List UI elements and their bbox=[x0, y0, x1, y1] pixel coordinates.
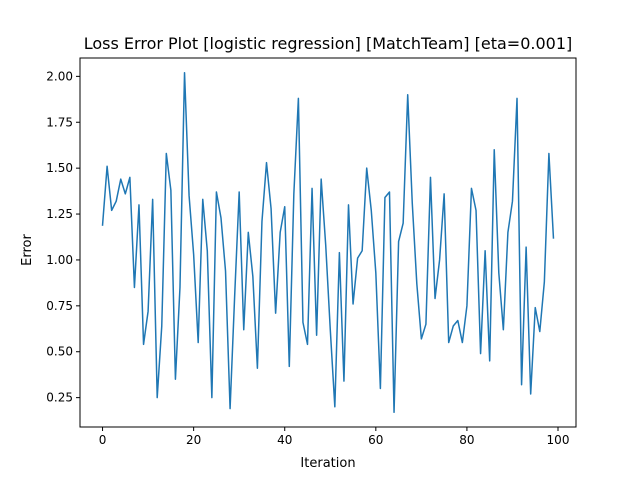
x-tick-label: 40 bbox=[277, 433, 292, 447]
x-tick-label: 0 bbox=[99, 433, 107, 447]
y-tick-label: 1.00 bbox=[46, 253, 73, 267]
y-tick-label: 1.50 bbox=[46, 161, 73, 175]
y-tick-label: 1.25 bbox=[46, 207, 73, 221]
axes-frame bbox=[79, 57, 577, 428]
x-axis-label: Iteration bbox=[300, 456, 355, 471]
series-line-0 bbox=[101, 71, 555, 414]
x-tick-label: 60 bbox=[368, 433, 383, 447]
y-tick-label: 2.00 bbox=[46, 69, 73, 83]
chart-title: Loss Error Plot [logistic regression] [M… bbox=[84, 34, 573, 53]
y-tick-label: 1.75 bbox=[46, 115, 73, 129]
y-tick-label: 0.50 bbox=[46, 345, 73, 359]
plot-area: 0 20 40 60 80 100 0.25 0.50 0.75 1.00 1.25 1.50 1.75… bbox=[46, 57, 577, 447]
x-tick-label: 80 bbox=[459, 433, 474, 447]
x-tick-label: 100 bbox=[547, 433, 570, 447]
x-tick-label: 20 bbox=[186, 433, 201, 447]
y-tick-label: 0.25 bbox=[46, 391, 73, 405]
y-axis-label: Error bbox=[20, 234, 35, 266]
y-tick-label: 0.75 bbox=[46, 299, 73, 313]
